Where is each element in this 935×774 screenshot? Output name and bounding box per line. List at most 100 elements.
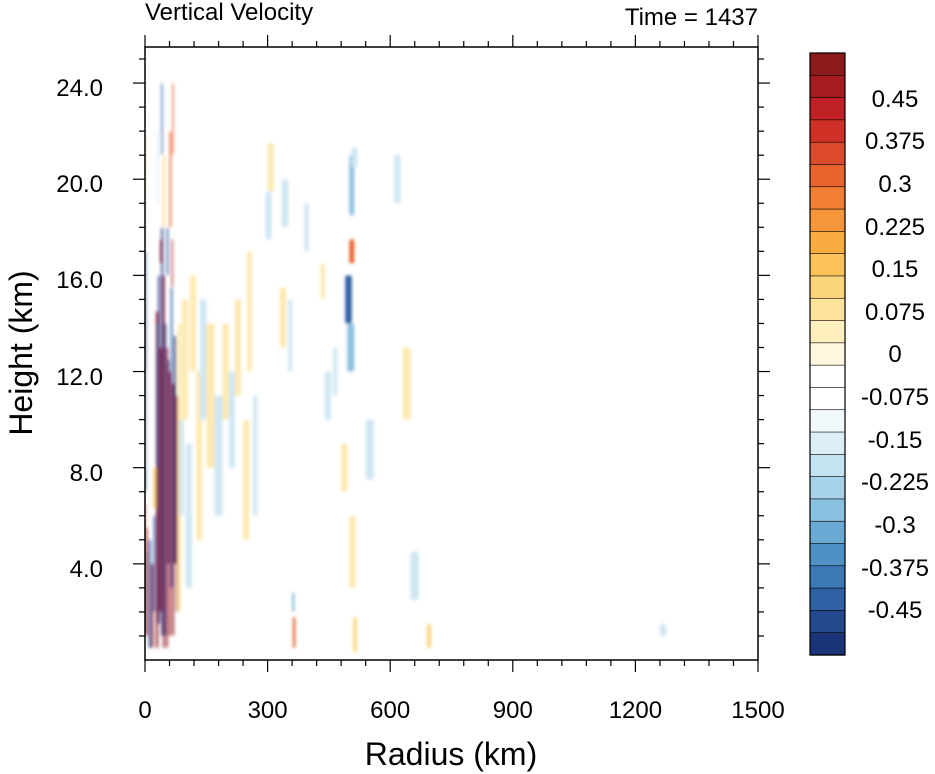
field-patch — [214, 395, 223, 516]
field-patch — [365, 419, 374, 480]
colorbar-segment — [809, 208, 846, 232]
colorbar-segment — [809, 454, 846, 478]
field-patch — [159, 347, 162, 612]
x-axis-label: Radius (km) — [365, 736, 537, 772]
field-patch — [267, 143, 274, 192]
x-tick-label: 300 — [248, 697, 288, 724]
field-patch — [166, 227, 169, 276]
colorbar-label: 0.3 — [878, 171, 911, 198]
field-patch — [189, 275, 197, 372]
field-patch — [148, 539, 151, 648]
y-tick-label: 8.0 — [70, 460, 103, 487]
colorbar-segment — [809, 97, 846, 121]
colorbar-label: 0 — [888, 341, 901, 368]
colorbar-segment — [809, 520, 846, 545]
field-patch — [279, 287, 286, 348]
field-patch — [181, 299, 188, 420]
field-patch — [426, 623, 432, 648]
field-patch — [161, 83, 163, 156]
field-patch — [324, 371, 331, 420]
field-patch — [151, 563, 154, 648]
field-patch — [167, 359, 170, 564]
colorbar-segment — [809, 610, 846, 634]
field-patch — [169, 131, 172, 228]
colorbar-segment — [809, 387, 846, 411]
colorbar-frame — [809, 52, 846, 656]
field-patch — [179, 419, 184, 516]
x-tick-label: 600 — [370, 697, 410, 724]
colorbar-segment — [809, 431, 846, 455]
colorbar-segment — [809, 119, 846, 143]
field-patch — [161, 227, 163, 636]
colorbar-segment — [809, 587, 846, 612]
field-patch — [162, 275, 165, 648]
field-patch — [320, 263, 325, 300]
field-patch — [169, 371, 171, 636]
field-patch — [170, 287, 173, 588]
field-patch — [243, 419, 250, 540]
field-patch — [349, 239, 355, 264]
field-patch — [247, 251, 253, 372]
field-patch — [347, 323, 355, 372]
field-patch — [265, 191, 272, 240]
chart-time-label: Time = 1437 — [625, 4, 758, 31]
colorbar-label: -0.45 — [868, 597, 923, 624]
axis-ticks — [133, 35, 770, 672]
field-patch — [349, 515, 356, 588]
colorbar-segment — [809, 52, 846, 76]
field-patch — [171, 239, 173, 288]
field-patch — [349, 155, 355, 216]
field-patch — [174, 335, 177, 564]
y-tick-label: 4.0 — [70, 556, 103, 583]
field-patch — [332, 347, 338, 396]
colorbar-segment — [809, 498, 846, 522]
colorbar-segment — [809, 186, 846, 210]
plot-frame — [144, 46, 759, 661]
colorbar-segment — [809, 275, 846, 299]
colorbar-segment — [809, 476, 846, 500]
colorbar-segment — [809, 543, 846, 567]
y-axis-label: Height (km) — [3, 270, 39, 435]
colorbar-label: -0.075 — [861, 384, 929, 411]
field-patch — [228, 371, 235, 468]
y-tick-label: 20.0 — [56, 171, 103, 198]
colorbar-segment — [809, 565, 846, 589]
colorbar-label: -0.3 — [874, 512, 915, 539]
field-patch — [222, 323, 229, 420]
colorbar-segment — [809, 74, 846, 99]
field-patch — [402, 347, 411, 420]
colorbar-segment — [809, 342, 846, 366]
y-tick-label: 16.0 — [56, 267, 103, 294]
field-patch — [234, 299, 242, 396]
colorbar-segment — [809, 632, 846, 656]
colorbar-label: -0.375 — [861, 555, 929, 582]
field-patch — [353, 616, 357, 653]
field-patch — [158, 275, 160, 624]
x-tick-label: 1200 — [609, 697, 662, 724]
colorbar-segment — [809, 164, 846, 188]
chart-title: Vertical Velocity — [145, 0, 313, 26]
field-patch — [153, 467, 157, 509]
colorbar — [809, 52, 846, 656]
field-patch — [345, 275, 352, 324]
colorbar-label: -0.15 — [868, 427, 923, 454]
field-patch — [341, 443, 348, 492]
colorbar-segment — [809, 253, 846, 277]
field-patch — [177, 323, 181, 612]
field-patch — [162, 155, 165, 228]
field-patch — [281, 179, 289, 228]
field-patch — [288, 299, 293, 372]
field-patch — [351, 147, 358, 168]
field-patch — [410, 551, 419, 600]
field-patch — [176, 395, 178, 612]
field-patch — [185, 443, 192, 588]
field-patch — [394, 155, 401, 204]
field-patch — [157, 131, 159, 204]
field-patch — [160, 239, 162, 264]
field-patch — [164, 323, 167, 636]
velocity-field — [145, 83, 667, 653]
field-patch — [253, 395, 258, 516]
x-tick-label: 900 — [493, 697, 533, 724]
colorbar-segment — [809, 141, 846, 166]
